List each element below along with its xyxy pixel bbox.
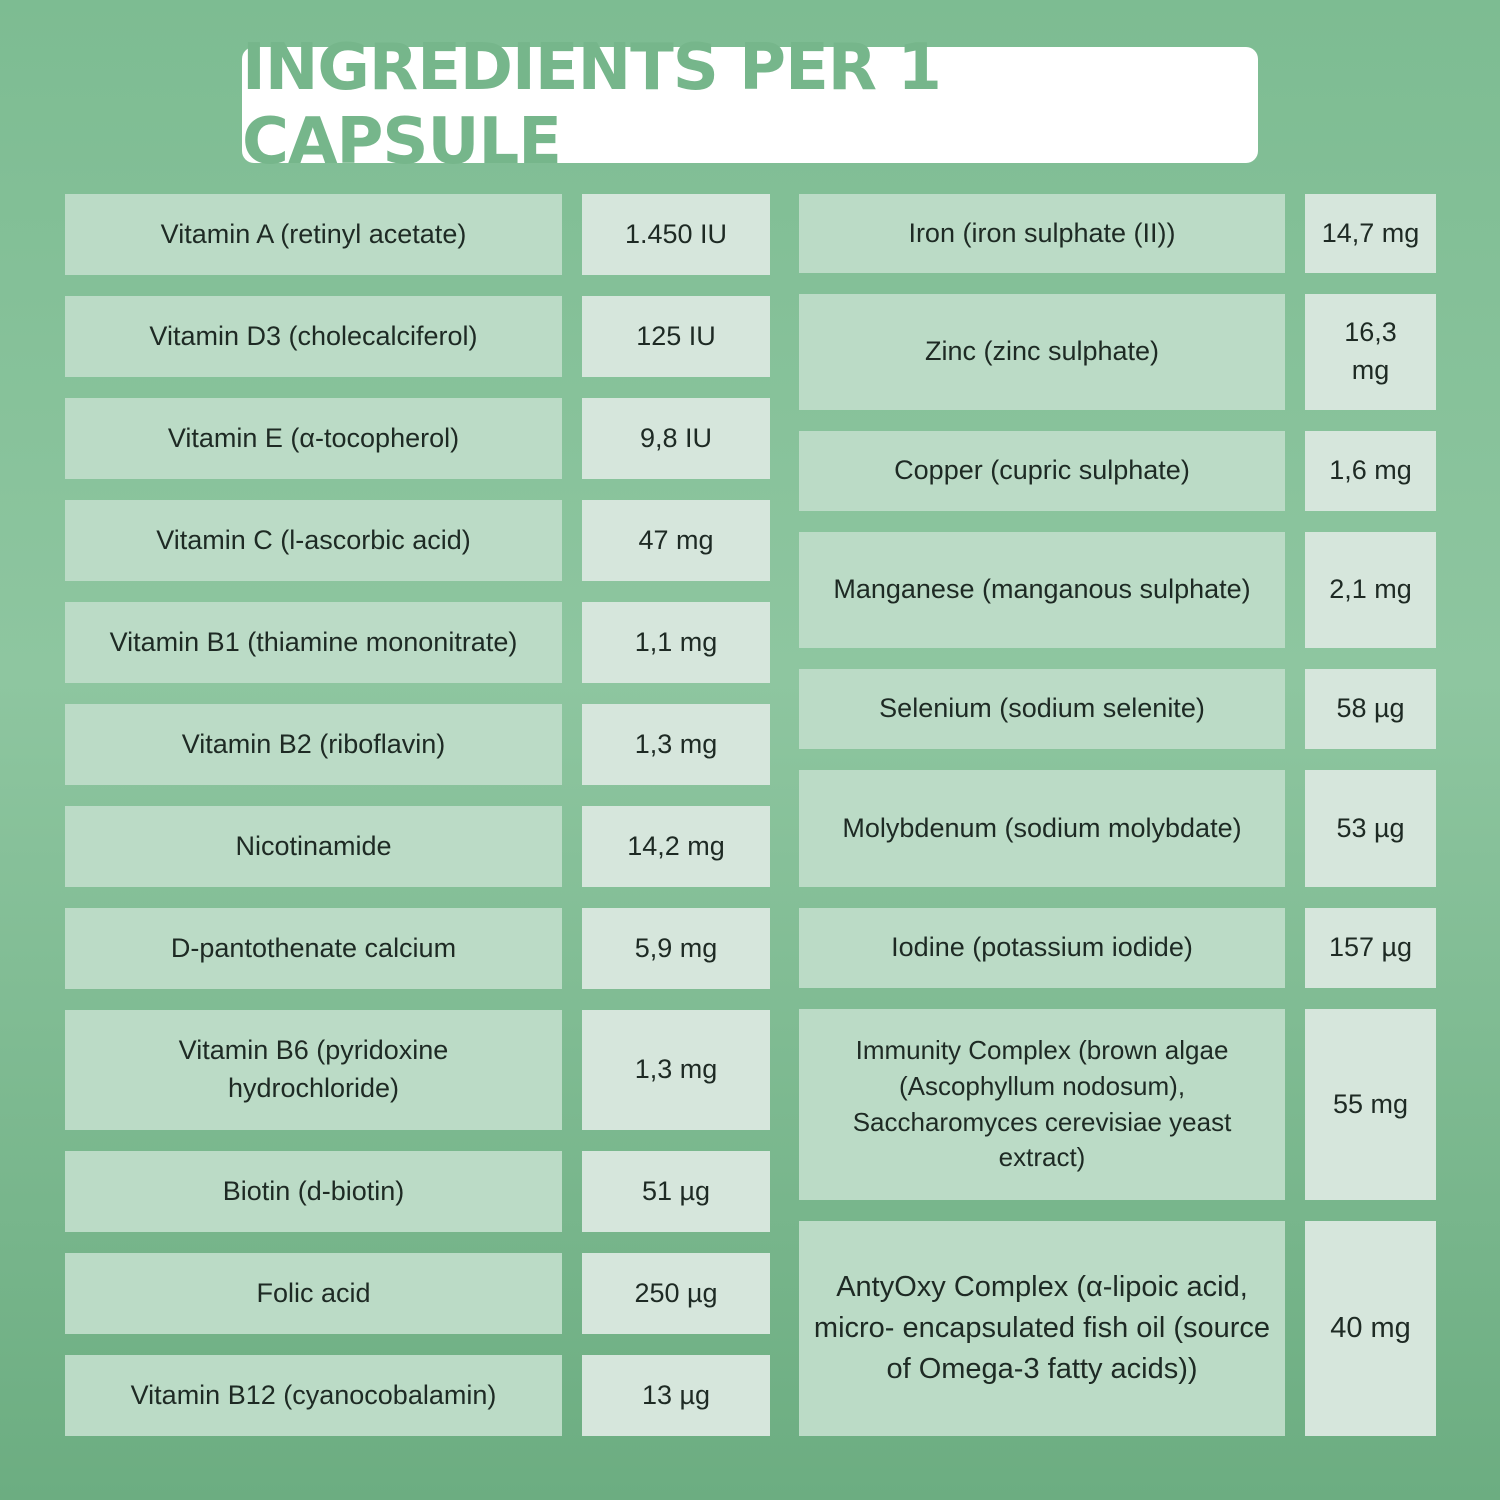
ingredient-amount: 16,3 mg xyxy=(1305,294,1436,410)
ingredient-name: AntyOxy Complex (α-lipoic acid, micro- e… xyxy=(799,1221,1285,1436)
ingredient-name: D-pantothenate calcium xyxy=(65,908,562,989)
ingredient-amount: 250 µg xyxy=(582,1253,770,1334)
ingredient-amount: 1.450 IU xyxy=(582,194,770,275)
ingredient-amount: 2,1 mg xyxy=(1305,532,1436,648)
ingredient-amount: 1,6 mg xyxy=(1305,431,1436,511)
ingredient-amount: 14,2 mg xyxy=(582,806,770,887)
ingredient-name: Vitamin C (l-ascorbic acid) xyxy=(65,500,562,581)
ingredient-name: Immunity Complex (brown algae (Ascophyll… xyxy=(799,1009,1285,1200)
ingredient-amount: 55 mg xyxy=(1305,1009,1436,1200)
ingredient-amount: 1,1 mg xyxy=(582,602,770,683)
ingredient-name: Vitamin B6 (pyridoxine hydrochloride) xyxy=(65,1010,562,1130)
ingredient-amount: 125 IU xyxy=(582,296,770,377)
ingredient-amount: 1,3 mg xyxy=(582,704,770,785)
ingredient-name: Vitamin B12 (cyanocobalamin) xyxy=(65,1355,562,1436)
ingredient-name: Vitamin D3 (cholecalciferol) xyxy=(65,296,562,377)
ingredient-name: Vitamin B1 (thiamine mononitrate) xyxy=(65,602,562,683)
ingredient-name: Vitamin B2 (riboflavin) xyxy=(65,704,562,785)
ingredient-name: Vitamin E (α-tocopherol) xyxy=(65,398,562,479)
ingredient-amount: 47 mg xyxy=(582,500,770,581)
ingredient-name: Biotin (d-biotin) xyxy=(65,1151,562,1232)
ingredient-name: Folic acid xyxy=(65,1253,562,1334)
ingredient-amount: 51 µg xyxy=(582,1151,770,1232)
ingredient-amount: 9,8 IU xyxy=(582,398,770,479)
ingredient-amount: 1,3 mg xyxy=(582,1010,770,1130)
ingredient-name: Selenium (sodium selenite) xyxy=(799,669,1285,749)
ingredient-name: Molybdenum (sodium molybdate) xyxy=(799,770,1285,887)
ingredient-name: Manganese (manganous sulphate) xyxy=(799,532,1285,648)
ingredient-amount: 157 µg xyxy=(1305,908,1436,988)
ingredient-name: Zinc (zinc sulphate) xyxy=(799,294,1285,410)
ingredient-amount: 5,9 mg xyxy=(582,908,770,989)
ingredient-name: Copper (cupric sulphate) xyxy=(799,431,1285,511)
ingredient-amount: 13 µg xyxy=(582,1355,770,1436)
ingredient-name: Iodine (potassium iodide) xyxy=(799,908,1285,988)
title-box: INGREDIENTS PER 1 CAPSULE xyxy=(242,31,1258,179)
ingredient-name: Nicotinamide xyxy=(65,806,562,887)
ingredient-amount: 40 mg xyxy=(1305,1221,1436,1436)
ingredient-amount: 58 µg xyxy=(1305,669,1436,749)
ingredient-amount: 53 µg xyxy=(1305,770,1436,887)
ingredient-amount: 14,7 mg xyxy=(1305,194,1436,273)
ingredient-name: Iron (iron sulphate (II)) xyxy=(799,194,1285,273)
page-title: INGREDIENTS PER 1 CAPSULE xyxy=(242,31,942,179)
ingredient-name: Vitamin A (retinyl acetate) xyxy=(65,194,562,275)
